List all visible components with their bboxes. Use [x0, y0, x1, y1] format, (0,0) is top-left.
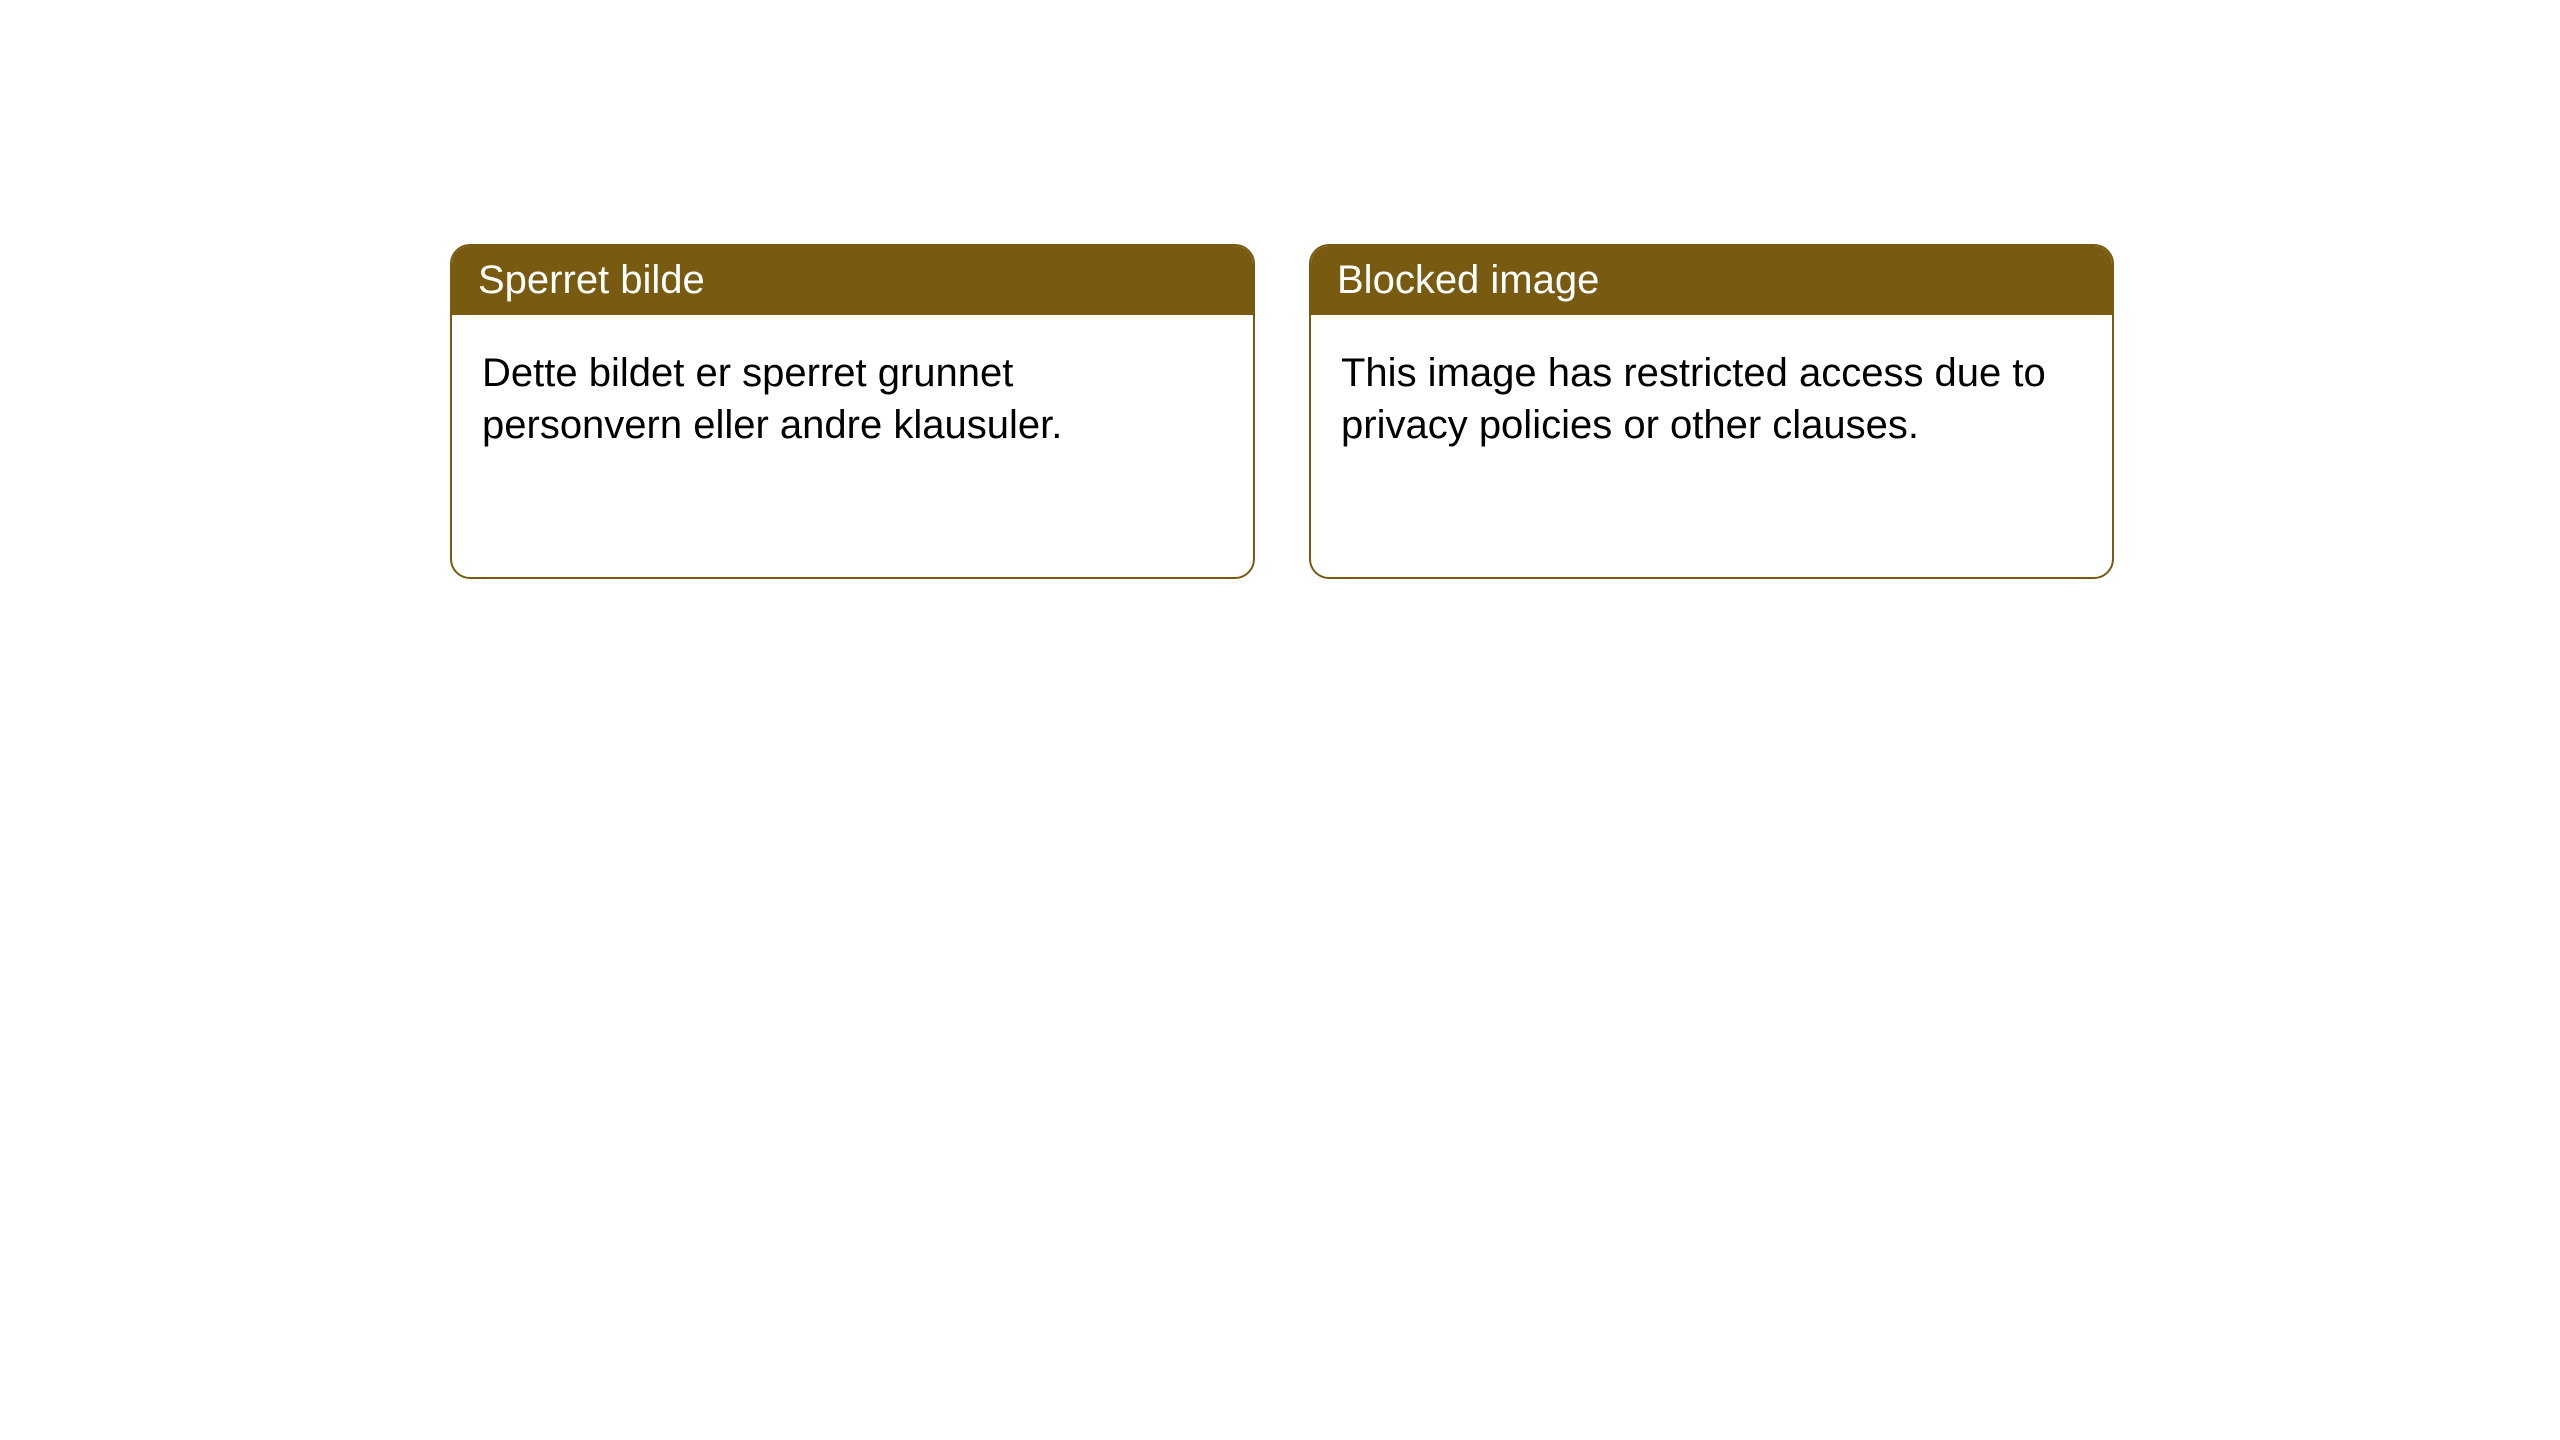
card-body-english: This image has restricted access due to … [1311, 315, 2112, 483]
card-body-text: This image has restricted access due to … [1341, 351, 2046, 447]
card-header-norwegian: Sperret bilde [452, 246, 1253, 315]
card-title: Blocked image [1337, 258, 1599, 302]
card-body-text: Dette bildet er sperret grunnet personve… [482, 351, 1062, 447]
card-header-english: Blocked image [1311, 246, 2112, 315]
blocked-image-card-norwegian: Sperret bilde Dette bildet er sperret gr… [450, 244, 1255, 579]
card-title: Sperret bilde [478, 258, 705, 302]
card-body-norwegian: Dette bildet er sperret grunnet personve… [452, 315, 1253, 483]
blocked-image-notices: Sperret bilde Dette bildet er sperret gr… [450, 244, 2114, 579]
blocked-image-card-english: Blocked image This image has restricted … [1309, 244, 2114, 579]
